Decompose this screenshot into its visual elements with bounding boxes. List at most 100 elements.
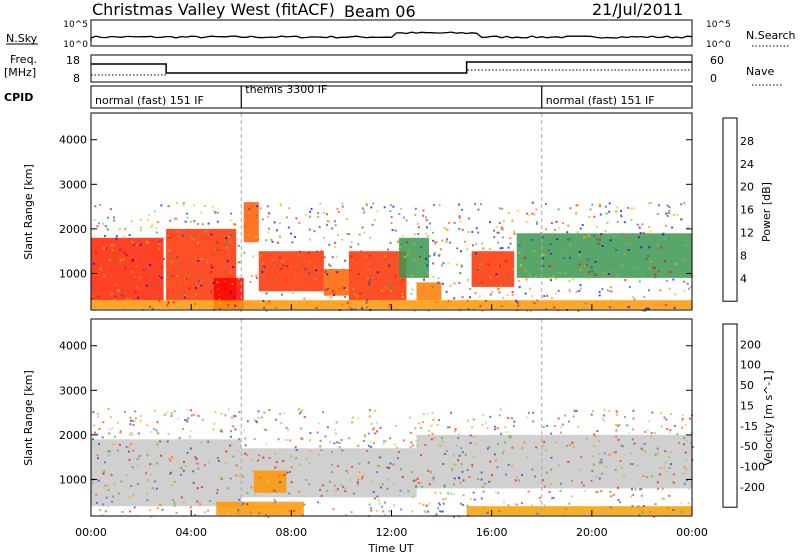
power-speckle <box>146 219 149 222</box>
velocity-speckle <box>575 410 578 412</box>
power-speckle <box>267 231 270 234</box>
velocity-speckle <box>509 436 512 439</box>
velocity-speckle <box>439 503 441 506</box>
power-speckle <box>517 304 520 307</box>
power-speckle <box>134 290 137 293</box>
power-speckle <box>110 293 113 296</box>
velocity-speckle <box>249 474 252 477</box>
power-speckle <box>501 226 504 229</box>
power-speckle <box>193 283 196 286</box>
power-speckle <box>663 237 666 240</box>
velocity-speckle <box>98 428 101 430</box>
power-speckle <box>243 251 246 254</box>
power-speckle <box>277 241 279 244</box>
velocity-speckle <box>361 477 363 480</box>
power-speckle <box>434 301 437 304</box>
power-speckle <box>620 214 622 217</box>
power-speckle <box>531 201 534 204</box>
velocity-speckle <box>199 503 202 506</box>
power-speckle <box>224 280 227 283</box>
velocity-speckle <box>216 457 219 460</box>
power-speckle <box>198 280 201 283</box>
velocity-speckle <box>414 427 417 430</box>
velocity-speckle <box>129 419 132 422</box>
power-speckle <box>683 289 686 292</box>
velocity-speckle <box>282 460 285 462</box>
power-speckle <box>636 241 639 244</box>
power-speckle <box>610 299 613 302</box>
velocity-speckle <box>217 460 220 462</box>
velocity-speckle <box>173 410 176 413</box>
power-speckle <box>511 291 514 293</box>
power-speckle <box>554 228 556 231</box>
power-speckle <box>506 279 509 282</box>
velocity-y-tick-1: 2000 <box>59 429 87 442</box>
power-speckle <box>304 214 307 217</box>
power-speckle <box>447 222 450 224</box>
velocity-speckle <box>679 501 682 504</box>
power-speckle <box>357 273 360 276</box>
velocity-speckle <box>266 505 268 508</box>
power-speckle <box>500 227 502 230</box>
power-speckle <box>637 235 640 237</box>
power-speckle <box>569 207 572 210</box>
x-tick-2: 08:00 <box>275 526 307 539</box>
power-speckle <box>657 270 660 273</box>
power-speckle <box>137 296 140 299</box>
power-speckle <box>272 278 274 281</box>
power-speckle <box>390 222 393 225</box>
velocity-speckle <box>230 416 233 419</box>
velocity-speckle <box>686 479 689 482</box>
power-speckle <box>608 306 611 309</box>
velocity-speckle <box>489 460 492 463</box>
velocity-speckle <box>97 479 100 482</box>
velocity-speckle <box>175 511 178 514</box>
velocity-colorbar-tick-6: -100 <box>740 460 765 473</box>
power-speckle <box>525 276 528 278</box>
power-speckle <box>567 224 570 227</box>
velocity-speckle <box>192 470 195 473</box>
power-speckle <box>184 220 187 223</box>
velocity-speckle <box>288 509 291 512</box>
velocity-speckle <box>195 458 198 461</box>
power-speckle <box>443 227 446 229</box>
velocity-speckle <box>170 412 173 415</box>
velocity-speckle <box>257 410 260 413</box>
power-speckle <box>326 273 329 276</box>
power-speckle <box>498 291 501 294</box>
velocity-speckle <box>603 420 606 423</box>
power-speckle <box>414 243 416 246</box>
velocity-speckle <box>620 467 623 469</box>
x-tick-6: 00:00 <box>676 526 708 539</box>
velocity-speckle <box>473 498 476 501</box>
velocity-speckle <box>462 494 465 497</box>
power-speckle <box>388 264 391 267</box>
velocity-speckle <box>618 501 621 504</box>
velocity-speckle <box>257 459 260 462</box>
velocity-speckle <box>515 476 518 479</box>
velocity-speckle <box>350 511 353 514</box>
power-speckle <box>346 232 349 235</box>
velocity-speckle <box>116 421 119 424</box>
velocity-speckle <box>670 413 673 415</box>
velocity-speckle <box>294 446 297 449</box>
power-speckle <box>139 243 142 246</box>
velocity-speckle <box>96 454 99 457</box>
power-speckle <box>229 270 232 273</box>
power-speckle <box>142 258 145 261</box>
velocity-speckle <box>132 469 135 471</box>
velocity-speckle <box>681 417 684 420</box>
velocity-speckle <box>477 478 480 481</box>
power-speckle <box>525 221 528 223</box>
velocity-speckle <box>441 510 444 513</box>
power-speckle <box>460 250 462 253</box>
power-speckle <box>108 259 111 262</box>
velocity-speckle <box>645 442 648 444</box>
power-speckle <box>511 300 514 303</box>
velocity-speckle <box>623 453 626 456</box>
velocity-speckle <box>624 416 626 418</box>
velocity-speckle <box>590 413 593 416</box>
velocity-speckle <box>196 462 199 465</box>
velocity-speckle <box>438 419 441 422</box>
velocity-speckle <box>299 463 301 466</box>
